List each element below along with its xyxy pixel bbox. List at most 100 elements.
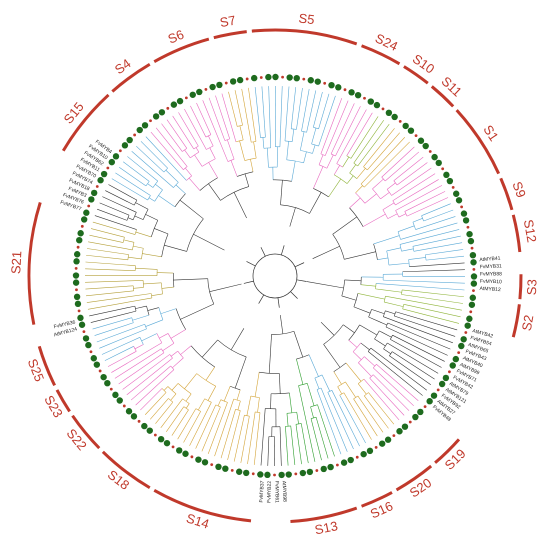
leaf-labels: FvMYB77FvMYB76FvMYB3FvMYB18FvMYB74FvMYB7… — [53, 139, 502, 503]
branch — [383, 316, 453, 344]
leaf-dot — [257, 471, 264, 478]
leaf-dot — [85, 341, 92, 349]
branch — [355, 185, 363, 194]
branch — [320, 321, 335, 336]
branch — [123, 239, 135, 243]
branch — [394, 315, 456, 337]
branch — [317, 404, 335, 457]
group-label-s9: S9 — [509, 180, 528, 200]
leaf-dot — [360, 450, 367, 458]
branch — [318, 93, 330, 129]
branch — [392, 173, 436, 201]
branch — [412, 218, 423, 223]
branch — [133, 287, 144, 289]
branch-arc — [167, 333, 175, 344]
branch — [372, 178, 384, 190]
branch — [140, 388, 163, 411]
branch — [142, 253, 162, 258]
branch — [348, 339, 358, 348]
branch — [400, 222, 458, 240]
branch — [392, 334, 445, 362]
branch — [402, 308, 460, 324]
branch — [136, 145, 165, 173]
branch — [201, 406, 221, 452]
branch — [159, 333, 169, 339]
branch — [352, 351, 362, 360]
branch — [94, 322, 134, 336]
leaf-dot — [401, 423, 409, 430]
branch — [127, 217, 134, 221]
leaf-dot — [293, 74, 300, 82]
branch — [346, 112, 373, 156]
branch — [379, 330, 392, 338]
branch-arc — [144, 324, 147, 329]
leaf-label: FvMYB31 — [480, 263, 502, 270]
leaf-dot — [77, 309, 81, 313]
group-label-s6: S6 — [166, 27, 186, 47]
leaf-dot — [141, 122, 149, 129]
branch-arc — [316, 387, 322, 390]
branch-arc — [412, 222, 416, 230]
branch-arc — [425, 254, 427, 261]
leaf-dot — [224, 81, 228, 85]
leaf-dot — [146, 427, 153, 434]
leaf-dot — [195, 456, 202, 463]
branch-arc — [337, 381, 346, 387]
tree-branches — [84, 85, 466, 467]
leaf-dot — [74, 267, 78, 270]
branch-arc — [205, 134, 211, 138]
branch — [339, 395, 366, 444]
branch-arc — [330, 153, 336, 157]
branch — [350, 116, 379, 159]
branch — [300, 131, 305, 151]
branch-arc — [355, 192, 366, 204]
leaf-dot — [152, 113, 160, 120]
branch — [336, 109, 367, 164]
branch — [284, 86, 290, 141]
leaf-dot — [278, 471, 285, 479]
branch — [406, 197, 449, 217]
branch — [164, 244, 187, 252]
leaf-dot — [428, 150, 432, 153]
branch — [196, 102, 212, 135]
leaf-dot — [90, 189, 98, 197]
branch — [111, 178, 148, 201]
branch — [318, 154, 324, 165]
leaf-dot — [243, 469, 250, 477]
leaf-label: AtMYB12 — [479, 286, 501, 293]
branch — [371, 309, 385, 315]
leaf-dot — [236, 468, 243, 475]
branch — [383, 279, 465, 284]
branch — [353, 398, 378, 437]
branch — [150, 398, 169, 420]
root-ring — [252, 253, 298, 299]
leaf-dot — [259, 76, 263, 79]
leaf-dot — [412, 413, 419, 421]
branch — [333, 165, 340, 175]
leaf-dot — [299, 469, 307, 477]
branch — [202, 100, 229, 162]
leaf-dot — [426, 398, 433, 405]
leaf-dot — [458, 342, 465, 350]
leaf-dot — [442, 374, 450, 382]
branch — [114, 348, 162, 379]
root-branch — [296, 279, 307, 282]
leaf-dot — [112, 153, 120, 160]
branch — [370, 347, 428, 391]
branch — [173, 278, 208, 281]
branch — [349, 197, 361, 209]
branch — [384, 301, 404, 307]
branch — [161, 123, 183, 152]
branch-arc — [318, 164, 328, 169]
branch — [357, 395, 384, 433]
leaf-label: FvMYB37 — [258, 480, 265, 502]
branch-arc — [284, 140, 293, 142]
leaf-dot — [343, 88, 347, 92]
leaf-dot — [176, 447, 183, 454]
branch-arc — [310, 404, 318, 408]
branch — [86, 290, 134, 297]
branch — [185, 167, 192, 177]
branch — [96, 323, 145, 343]
leaf-dot — [189, 91, 196, 98]
branch-arc — [168, 398, 174, 403]
